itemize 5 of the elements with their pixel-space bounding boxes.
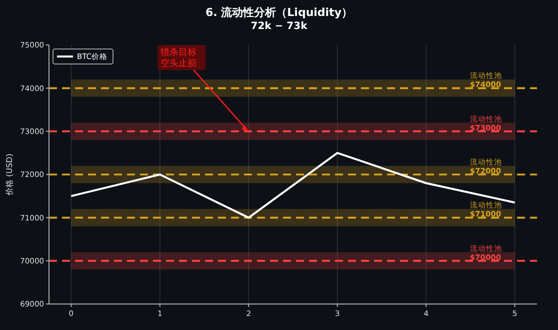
chart-subtitle: 72k − 73k: [250, 21, 308, 32]
y-axis-title: 价格 (USD): [5, 154, 14, 196]
chart-title: 6. 流动性分析（Liquidity）: [206, 6, 352, 19]
annotation: 猎杀目标空头止损: [160, 47, 197, 69]
line-series: [70, 152, 516, 219]
